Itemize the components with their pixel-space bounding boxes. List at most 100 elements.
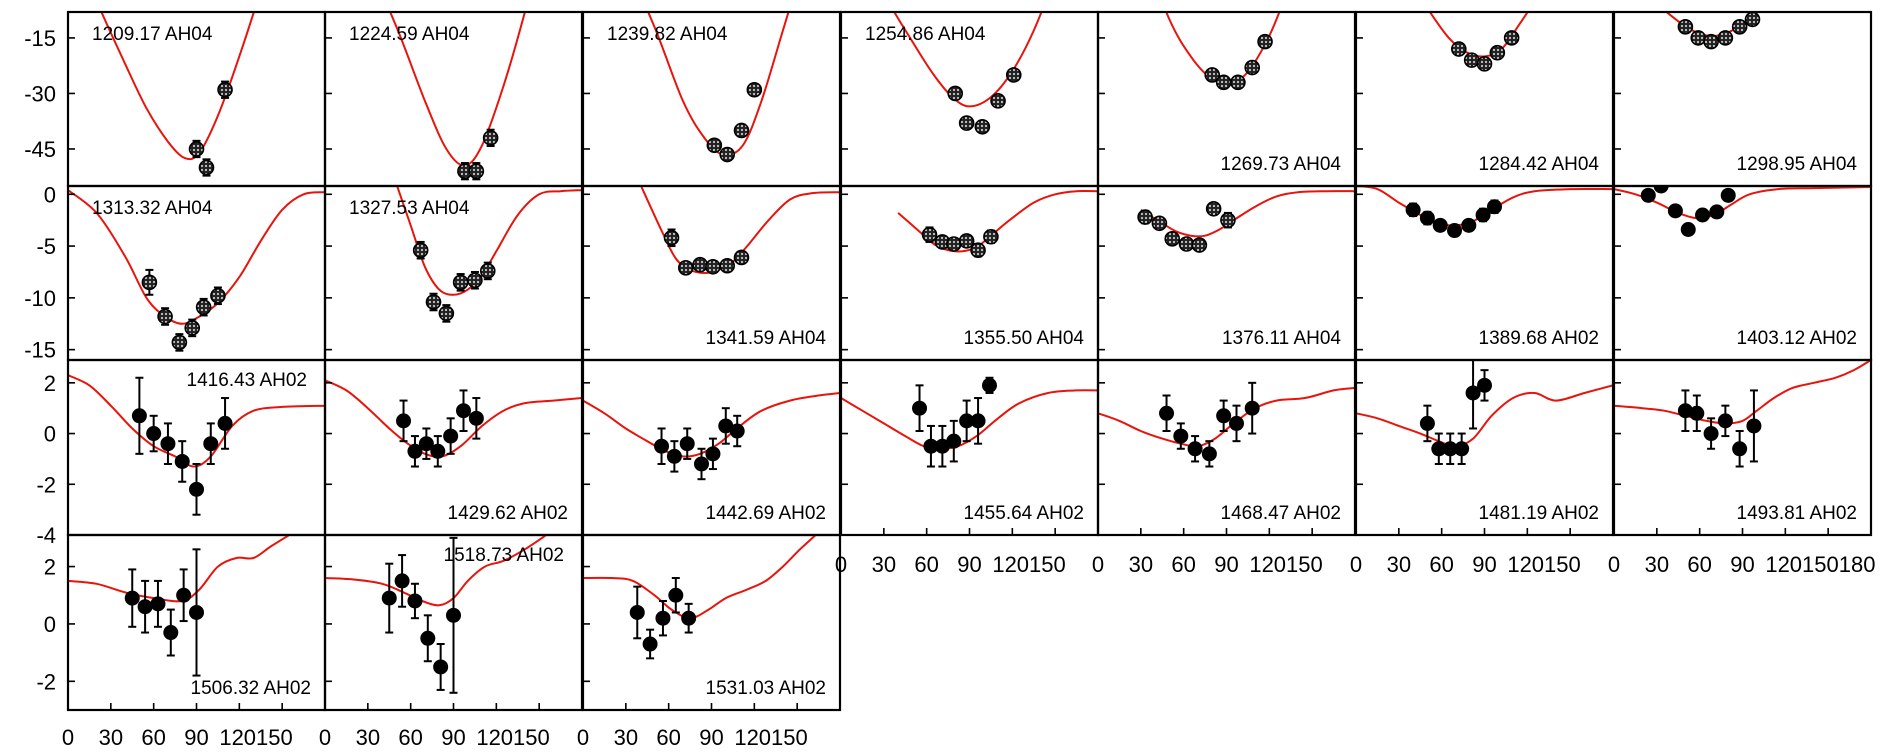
data-point <box>1159 405 1175 421</box>
data-point <box>1230 74 1246 91</box>
data-point <box>1717 413 1733 429</box>
x-tick-label: 30 <box>1387 552 1411 577</box>
data-point <box>629 604 645 620</box>
data-point <box>407 443 423 459</box>
data-point <box>1744 12 1761 28</box>
data-point <box>468 410 484 426</box>
data-point <box>663 229 680 246</box>
y-tick-label: -15 <box>24 338 56 363</box>
data-point <box>921 226 938 243</box>
data-point <box>443 428 459 444</box>
x-tick-label: 120150 <box>476 725 549 750</box>
chart-panel: 2 0 -2 -4 1416.43 AH02 <box>36 358 327 548</box>
x-tick-label: 60 <box>398 725 422 750</box>
data-point <box>746 81 763 98</box>
data-point <box>381 590 397 606</box>
chart-panel: 1468.47 AH02 <box>1096 358 1357 537</box>
data-point <box>706 137 723 154</box>
data-point <box>1640 187 1656 203</box>
fit-curve <box>325 535 547 607</box>
data-point <box>990 93 1006 109</box>
panel-label: 1376.11 AH04 <box>1222 328 1341 349</box>
data-point <box>157 308 173 325</box>
x-tick-label: 0 <box>835 552 847 577</box>
data-point <box>467 272 483 289</box>
data-point <box>407 593 423 609</box>
x-tick-label: 90 <box>1472 552 1496 577</box>
data-point <box>1476 56 1493 72</box>
data-point <box>733 122 750 139</box>
y-tick-label: 0 <box>44 612 56 637</box>
data-point <box>482 130 499 146</box>
data-point <box>394 573 410 589</box>
data-point <box>1454 441 1470 457</box>
data-point <box>1228 415 1244 431</box>
data-point <box>655 610 671 626</box>
data-point <box>934 438 950 454</box>
y-tick-label: 0 <box>44 422 56 447</box>
x-tick-label: 0 <box>1608 552 1620 577</box>
chart-panel: 1298.95 AH04 <box>1612 10 1873 188</box>
data-point <box>188 141 205 157</box>
x-tick-label: 60 <box>1687 552 1711 577</box>
panel-label: 1518.73 AH02 <box>444 545 564 566</box>
data-point <box>425 294 442 310</box>
data-point <box>1720 187 1736 203</box>
data-point <box>1191 237 1208 253</box>
panel-label: 1341.59 AH04 <box>706 328 827 349</box>
chart-panel: 1442.69 AH02 <box>581 358 842 537</box>
x-tick-label: 0 <box>1092 552 1104 577</box>
data-point <box>1215 74 1232 91</box>
panel-label: 1506.32 AH02 <box>191 678 311 699</box>
data-point <box>174 453 190 469</box>
data-point <box>217 415 233 431</box>
x-tick-label: 30 <box>614 725 638 750</box>
chart-panel: 1389.68 AH02 <box>1354 184 1615 362</box>
data-point <box>1463 52 1480 68</box>
data-point <box>681 610 697 626</box>
fit-curve <box>1356 384 1613 448</box>
fit-curve <box>1098 386 1355 448</box>
data-point <box>1257 33 1273 50</box>
data-point <box>694 456 710 472</box>
data-point <box>1405 202 1421 218</box>
data-point <box>198 159 215 176</box>
panel-label: 1455.64 AH02 <box>964 503 1084 524</box>
data-point <box>137 599 153 615</box>
data-point <box>1451 41 1467 57</box>
data-point <box>1187 441 1203 457</box>
data-point <box>1503 30 1520 46</box>
x-tick-label: 0 <box>577 725 589 750</box>
y-tick-label: -45 <box>24 137 56 162</box>
y-tick-label: 2 <box>44 371 56 396</box>
data-point <box>1432 217 1448 233</box>
data-point <box>146 426 162 442</box>
x-tick-label: 120150 <box>1507 552 1580 577</box>
data-point <box>1204 67 1221 83</box>
data-point <box>1732 441 1748 457</box>
fit-curve <box>100 12 255 161</box>
data-point <box>912 400 928 416</box>
data-point <box>1244 59 1260 76</box>
data-point <box>1465 385 1481 401</box>
data-point <box>1220 212 1236 228</box>
data-point <box>1137 209 1153 225</box>
data-point <box>1689 405 1705 421</box>
data-point <box>1442 441 1458 457</box>
data-point <box>666 448 682 464</box>
x-tick-label: 120150 <box>1249 552 1322 577</box>
chart-panel: 1481.19 AH02 <box>1354 358 1615 537</box>
data-point <box>1431 441 1447 457</box>
data-point <box>1244 400 1260 416</box>
data-point <box>210 287 226 304</box>
chart-panel: 1224.59 AH04 <box>323 10 584 188</box>
chart-panel: 1355.50 AH04 <box>839 184 1100 362</box>
data-point <box>945 236 962 252</box>
data-point <box>468 163 485 179</box>
data-point <box>438 305 455 322</box>
chart-panel: 1269.73 AH04 <box>1096 10 1357 188</box>
x-tick-label: 30 <box>1645 552 1669 577</box>
data-point <box>1475 207 1491 223</box>
data-point <box>1709 204 1725 220</box>
data-point <box>705 446 721 462</box>
